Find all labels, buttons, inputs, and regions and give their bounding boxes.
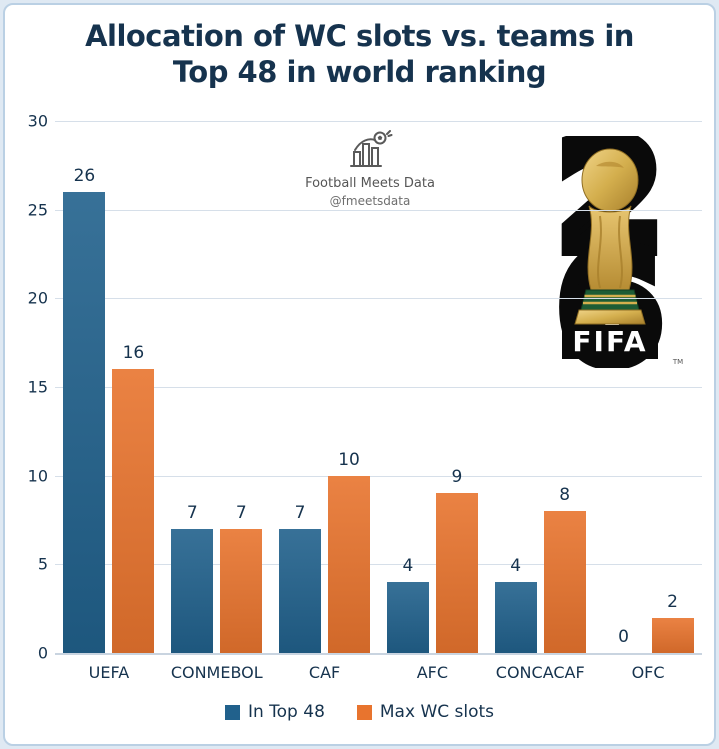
bar-in-top-48-conmebol: 7 bbox=[171, 503, 214, 653]
y-axis-tick-label: 10 bbox=[27, 466, 48, 486]
bar-groups: 26 16 7 7 7 10 4 9 4 8 0 2 bbox=[55, 121, 702, 653]
bar-value-label: 8 bbox=[559, 485, 571, 506]
chart-title-line2: Top 48 in world ranking bbox=[172, 55, 547, 89]
chart-title: Allocation of WC slots vs. teams in Top … bbox=[0, 18, 719, 90]
y-axis-tick-label: 15 bbox=[27, 377, 48, 397]
bar-group-uefa: 26 16 bbox=[55, 121, 163, 653]
bar-in-top-48-afc: 4 bbox=[386, 556, 429, 653]
x-axis-line bbox=[55, 653, 702, 655]
bar-max-wc-slots-ofc: 2 bbox=[651, 592, 694, 653]
x-axis-category-label: UEFA bbox=[88, 663, 130, 682]
y-axis-tick-label: 25 bbox=[27, 200, 48, 220]
football-meets-data-icon bbox=[350, 130, 393, 167]
fifa-wordmark-bg bbox=[562, 325, 658, 359]
bar-value-label: 9 bbox=[451, 467, 463, 488]
gridline bbox=[55, 387, 702, 388]
x-axis-category-label: CONMEBOL bbox=[170, 663, 263, 682]
legend-swatch bbox=[356, 704, 372, 720]
gridline bbox=[55, 298, 702, 300]
plot-area: 26 16 7 7 7 10 4 9 4 8 0 2 bbox=[55, 121, 702, 655]
y-axis-tick-label: 0 bbox=[37, 643, 48, 663]
bar-max-wc-slots-conmebol: 7 bbox=[220, 503, 263, 653]
watermark: Football Meets Data @fmeetsdata bbox=[290, 130, 450, 208]
bar-value-label: 4 bbox=[510, 556, 522, 577]
bar-value-label: 7 bbox=[186, 502, 198, 523]
y-axis-tick-label: 30 bbox=[27, 111, 48, 131]
x-axis-category-label: AFC bbox=[416, 663, 449, 682]
legend: In Top 48 Max WC slots bbox=[0, 702, 719, 722]
gridline bbox=[55, 121, 702, 122]
fifa-wordmark: FIFA bbox=[572, 325, 647, 358]
bar-value-label: 7 bbox=[294, 502, 306, 523]
legend-label: Max WC slots bbox=[379, 702, 495, 722]
x-axis-category-label: CAF bbox=[308, 663, 341, 682]
legend-item-max-wc-slots: Max WC slots bbox=[356, 702, 495, 722]
logo-trademark: TM bbox=[672, 358, 683, 366]
bar-max-wc-slots-uefa: 16 bbox=[112, 343, 155, 653]
watermark-name: Football Meets Data bbox=[305, 176, 435, 191]
bar-max-wc-slots-concacaf: 8 bbox=[543, 485, 586, 653]
gridline bbox=[55, 564, 702, 566]
world-cup-trophy bbox=[574, 148, 646, 325]
bar-value-label: 10 bbox=[338, 449, 360, 470]
gridline bbox=[55, 209, 702, 211]
legend-swatch bbox=[224, 704, 240, 720]
bar-value-label: 26 bbox=[73, 165, 96, 186]
bar-value-label: 7 bbox=[235, 502, 247, 523]
bar-group-caf: 7 10 bbox=[271, 121, 379, 653]
x-axis-category-label: OFC bbox=[631, 663, 665, 682]
bar-value-label: 0 bbox=[618, 627, 629, 647]
bar-in-top-48-concacaf: 4 bbox=[494, 556, 537, 653]
bar-value-label: 2 bbox=[667, 591, 678, 612]
bar-in-top-48-caf: 7 bbox=[279, 503, 322, 653]
bar-max-wc-slots-afc: 9 bbox=[435, 467, 478, 653]
chart-title-line1: Allocation of WC slots vs. teams in bbox=[85, 19, 634, 53]
gridline bbox=[55, 475, 702, 477]
bar-in-top-48-uefa: 26 bbox=[63, 166, 106, 653]
x-axis-category-label: CONCACAF bbox=[495, 663, 585, 682]
legend-label: In Top 48 bbox=[247, 702, 325, 722]
y-axis: 0 5 10 15 20 25 30 bbox=[12, 112, 48, 663]
bar-max-wc-slots-caf: 10 bbox=[328, 450, 371, 653]
bar-value-label: 4 bbox=[402, 556, 414, 577]
y-axis-tick-label: 5 bbox=[37, 554, 48, 574]
legend-item-in-top-48: In Top 48 bbox=[224, 702, 325, 722]
y-axis-tick-label: 20 bbox=[27, 288, 48, 308]
watermark-handle: @fmeetsdata bbox=[329, 194, 411, 208]
x-axis: UEFA CONMEBOL CAF AFC CONCACAF OFC bbox=[55, 663, 702, 682]
bar-value-label: 16 bbox=[122, 343, 145, 364]
